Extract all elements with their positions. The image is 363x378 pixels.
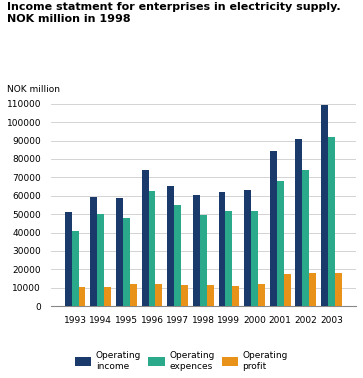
Bar bbox=[335, 273, 342, 306]
Bar bbox=[90, 197, 97, 306]
Bar bbox=[148, 191, 155, 306]
Bar bbox=[219, 192, 225, 306]
Bar bbox=[193, 195, 200, 306]
Bar bbox=[244, 190, 251, 306]
Legend: Operating
income, Operating
expences, Operating
profit: Operating income, Operating expences, Op… bbox=[72, 349, 291, 373]
Bar bbox=[207, 285, 214, 306]
Bar bbox=[200, 215, 207, 306]
Bar bbox=[295, 139, 302, 306]
Bar bbox=[123, 218, 130, 306]
Text: NOK million: NOK million bbox=[7, 85, 60, 94]
Bar bbox=[258, 284, 265, 306]
Bar bbox=[104, 287, 111, 306]
Bar bbox=[321, 105, 328, 306]
Bar bbox=[181, 285, 188, 306]
Bar bbox=[251, 211, 258, 306]
Bar bbox=[232, 286, 239, 306]
Bar bbox=[277, 181, 284, 306]
Bar bbox=[142, 170, 148, 306]
Bar bbox=[302, 170, 309, 306]
Bar bbox=[174, 205, 181, 306]
Bar bbox=[97, 214, 104, 306]
Bar bbox=[309, 273, 316, 306]
Bar bbox=[155, 284, 162, 306]
Bar bbox=[328, 137, 335, 306]
Bar bbox=[225, 211, 232, 306]
Bar bbox=[284, 274, 291, 306]
Bar bbox=[78, 287, 85, 306]
Bar bbox=[72, 231, 78, 306]
Bar bbox=[167, 186, 174, 306]
Text: Income statment for enterprises in electricity supply.
NOK million in 1998: Income statment for enterprises in elect… bbox=[7, 2, 341, 24]
Bar bbox=[270, 151, 277, 306]
Bar bbox=[65, 212, 72, 306]
Bar bbox=[130, 284, 137, 306]
Bar bbox=[116, 198, 123, 306]
